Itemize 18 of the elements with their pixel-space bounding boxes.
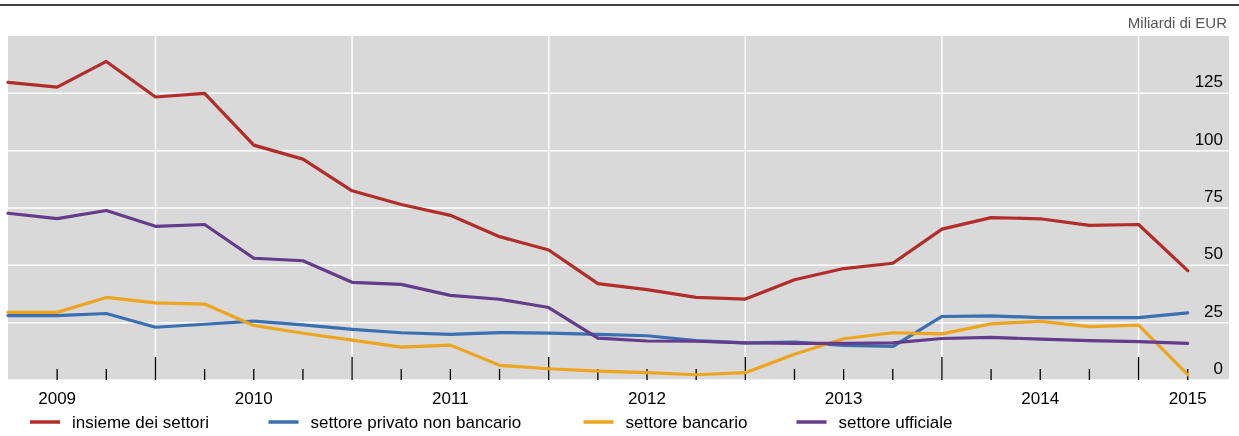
x-tick-label: 2010 [234,389,273,408]
legend-label: insieme dei settori [72,413,210,432]
x-tick-label: 2015 [1168,389,1207,408]
y-tick-label: 0 [1213,359,1223,378]
x-tick-label: 2011 [432,389,469,408]
y-tick-label: 100 [1194,129,1223,149]
legend-label: settore ufficiale [838,413,953,432]
y-axis-title: Miliardi di EUR [1127,14,1228,31]
legend-label: settore bancario [625,413,748,432]
x-tick-label: 2009 [38,389,77,408]
x-tick-label: 2012 [628,389,666,408]
x-tick-label: 2014 [1021,389,1060,408]
y-tick-label: 125 [1194,72,1223,92]
legend-label: settore privato non bancario [310,413,522,432]
y-tick-label: 25 [1204,301,1223,321]
y-tick-label: 50 [1204,244,1223,264]
x-tick-label: 2013 [824,389,863,408]
y-tick-label: 75 [1204,187,1223,206]
